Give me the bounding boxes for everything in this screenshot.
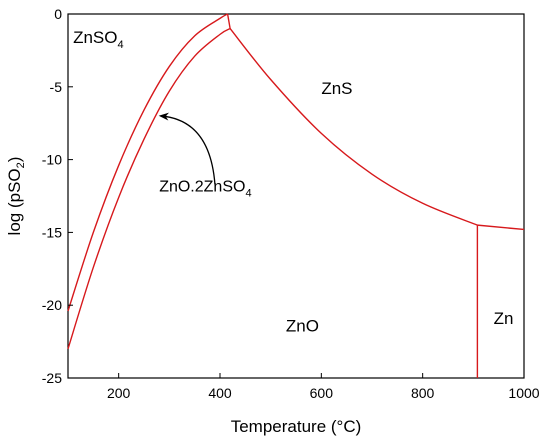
x-axis-title: Temperature (°C) (231, 417, 362, 436)
series-line-2 (67, 27, 231, 350)
region-label-sub: 4 (117, 39, 123, 51)
region-label-2: ZnS (321, 79, 352, 98)
y-tick-label: -5 (50, 79, 63, 95)
region-label-main: ZnO (286, 316, 319, 335)
annotation-label: ZnO.2ZnSO4 (159, 179, 251, 200)
y-axis-title-main: log (pSO (5, 168, 24, 235)
x-tick-label: 800 (411, 385, 435, 401)
region-label-main: Zn (494, 309, 514, 328)
y-axis-title-sub: 2 (15, 162, 27, 168)
y-tick-label: -15 (42, 224, 62, 240)
series-line-5 (477, 224, 525, 231)
x-tick-label: 200 (107, 385, 131, 401)
y-axis-title: log (pSO2) (5, 157, 27, 236)
series-line-3 (226, 13, 231, 29)
y-tick-label: -20 (42, 297, 62, 313)
x-tick-label: 600 (310, 385, 334, 401)
plot-frame (67, 13, 525, 379)
annotation-main: ZnO.2ZnSO (159, 179, 245, 196)
x-tick-label: 400 (208, 385, 232, 401)
region-label-1: ZnSO4 (73, 28, 124, 51)
y-tick-label: -25 (42, 370, 62, 386)
y-tick-label: -10 (42, 152, 62, 168)
annotation-arrow (158, 112, 216, 185)
x-tick-label: 1000 (508, 385, 539, 401)
series-layer (67, 13, 525, 378)
y-axis-title-end: ) (5, 157, 24, 163)
series-line-1 (67, 13, 228, 312)
region-label-main: ZnSO (73, 28, 117, 47)
region-label-4: Zn (494, 309, 514, 328)
annotation-sub: 4 (245, 188, 251, 200)
region-label-main: ZnS (321, 79, 352, 98)
region-label-3: ZnO (286, 316, 319, 335)
ticks-layer: 200 400 600 800 1000 0 -5 -10 -15 -20 -25 (42, 6, 540, 401)
series-line-4 (229, 28, 478, 226)
y-tick-label: 0 (54, 6, 62, 22)
